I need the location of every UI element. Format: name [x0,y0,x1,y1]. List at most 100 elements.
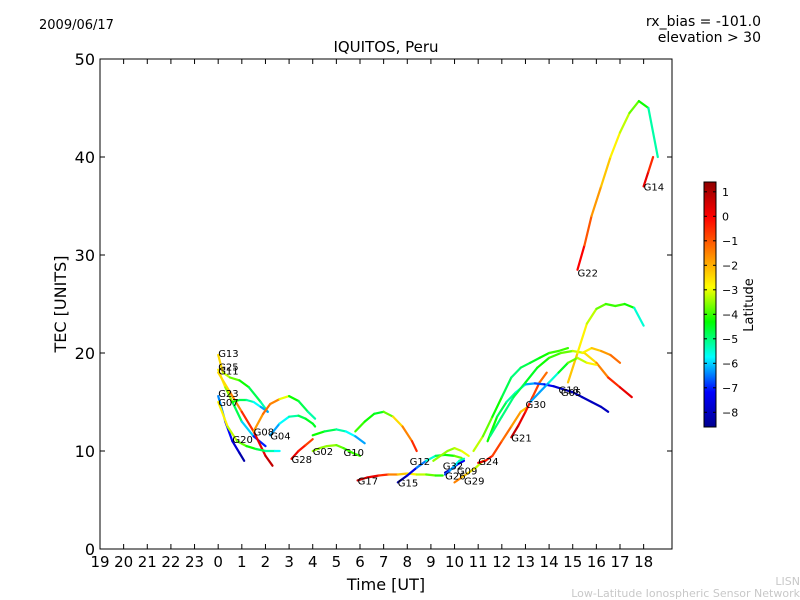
x-tick-label: 18 [634,553,653,571]
x-axis: 19 20 21 22 23 0 1 2 3 4 5 6 7 8 9 10 11 12 13 14 15 16 17 18 [90,59,653,571]
series-segment [547,349,560,355]
series-segment [538,371,548,384]
series-segment [288,395,300,403]
series-segment [491,396,503,418]
series-label: G22 [578,269,598,280]
series-segment [311,422,317,428]
series-segment [240,420,255,438]
series-label: G25 [218,363,238,374]
series-segment [288,414,300,418]
series-segment [252,430,267,457]
series-segment [510,410,522,428]
colorbar-tick-label: −1 [722,235,738,248]
series-segment [304,438,314,447]
y-tick-label: 50 [75,50,95,69]
series-segment [517,410,527,427]
series-G04 [269,414,317,437]
series-G22 [576,99,659,271]
series-label: G13 [218,349,238,360]
x-tick-label: 6 [355,553,365,571]
series-segment [259,405,269,413]
series-segment [335,428,347,433]
series-segment [628,99,641,115]
series-segment [557,361,570,374]
x-tick-label: 2 [261,553,271,571]
series-label: G12 [410,457,430,468]
series-segment [278,395,291,401]
series-segment [590,347,603,353]
series-segment [432,454,442,462]
date-label: 2009/06/17 [39,18,114,33]
x-tick-label: 21 [138,553,157,571]
credit: LISN Low-Latitude Ionospheric Sensor Net… [571,576,800,600]
series-segment [512,381,527,399]
series-segment [311,430,326,437]
series-G17 [356,472,444,482]
series-segment [460,471,470,479]
series-segment [486,415,499,443]
x-tick-label: 3 [284,553,294,571]
series-segment [581,347,593,355]
series-segment [481,415,494,438]
series-segment [392,415,404,428]
series-segment [595,361,610,379]
series-G31 [529,356,598,404]
y-axis-label: TEC [UNITS] [51,256,70,354]
series-segment [318,445,328,450]
series-segment [247,386,262,404]
series-segment [217,353,224,374]
series-segment [240,410,255,433]
series-segment [231,398,241,404]
series-segment [633,306,645,327]
series-segment [262,402,272,415]
x-tick-label: 19 [90,553,109,571]
series-segment [583,351,598,364]
series-G28 [290,438,314,460]
series-segment [477,459,487,464]
credit-long: Low-Latitude Ionospheric Sensor Network [571,587,800,600]
colorbar-tick-label: −7 [722,382,738,395]
series-segment [363,412,376,423]
x-tick-label: 1 [237,553,247,571]
y-tick-label: 40 [75,148,95,167]
rx-bias-label: rx_bias = -101.0 [645,14,761,30]
series-layer [217,99,659,484]
series-segment [425,473,437,477]
series-segment [278,415,291,425]
series-segment [453,447,463,453]
series-label: G29 [464,476,484,487]
series-segment [583,214,593,247]
series-G02 [311,444,362,457]
series-segment [354,435,366,445]
x-tick-label: 11 [469,553,488,571]
colorbar-tick-label: −2 [722,259,738,272]
series-segment [533,382,546,386]
series-segment [224,386,234,404]
series-segment [547,371,560,384]
series-segment [290,449,300,460]
series-segment [366,474,380,479]
series-segment [529,356,541,364]
series-segment [488,415,503,438]
series-segment [351,451,362,457]
series-label: G09 [457,467,477,478]
x-tick-label: 13 [516,553,535,571]
series-label: G21 [511,433,531,444]
series-segment [254,447,267,453]
series-segment [609,353,622,364]
series-segment [581,396,593,404]
x-tick-label: 17 [610,553,629,571]
x-tick-label: 22 [161,553,180,571]
series-label: G10 [344,448,364,459]
series-label: G11 [218,367,238,378]
series-segment [448,464,456,472]
series-segment [585,307,598,325]
series-G30 [472,347,570,453]
x-tick-label: 9 [426,553,436,571]
series-segment [226,425,239,443]
series-segment [377,473,390,477]
series-G14 [642,155,655,188]
plot-frame [99,58,673,550]
series-segment [269,398,281,406]
colorbar-tick-label: −8 [722,406,738,419]
